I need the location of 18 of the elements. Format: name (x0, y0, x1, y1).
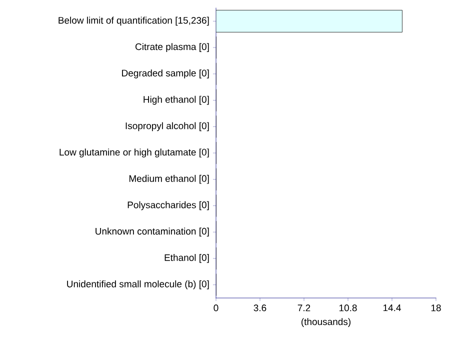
x-tick-label: 0 (214, 304, 218, 312)
x-tick-label: 18 (431, 304, 441, 312)
y-tick-label: Unidentified small molecule (b) [0] (67, 280, 209, 290)
y-tick-label: Degraded sample [0] (122, 69, 209, 78)
y-tick-label: High ethanol [0] (144, 96, 209, 105)
y-tick-label: Citrate plasma [0] (136, 43, 209, 52)
x-tick-label: 14.4 (383, 304, 401, 312)
x-tick-label: 7.2 (298, 304, 310, 312)
y-tick-label: Low glutamine or high glutamate [0] (60, 148, 209, 158)
x-axis-title: (thousands) (302, 318, 350, 327)
y-tick-label: Below limit of quantification [15,236] (58, 16, 209, 26)
y-tick-label: Isopropyl alcohol [0] (126, 122, 209, 132)
x-tick-label: 3.6 (254, 304, 266, 312)
y-tick-label: Unknown contamination [0] (96, 228, 209, 237)
y-tick-label: Polysaccharides [0] (128, 201, 209, 210)
y-tick-label: Ethanol [0] (164, 254, 209, 263)
y-tick-label: Medium ethanol [0] (129, 174, 209, 184)
x-tick-label: 10.8 (339, 304, 357, 312)
